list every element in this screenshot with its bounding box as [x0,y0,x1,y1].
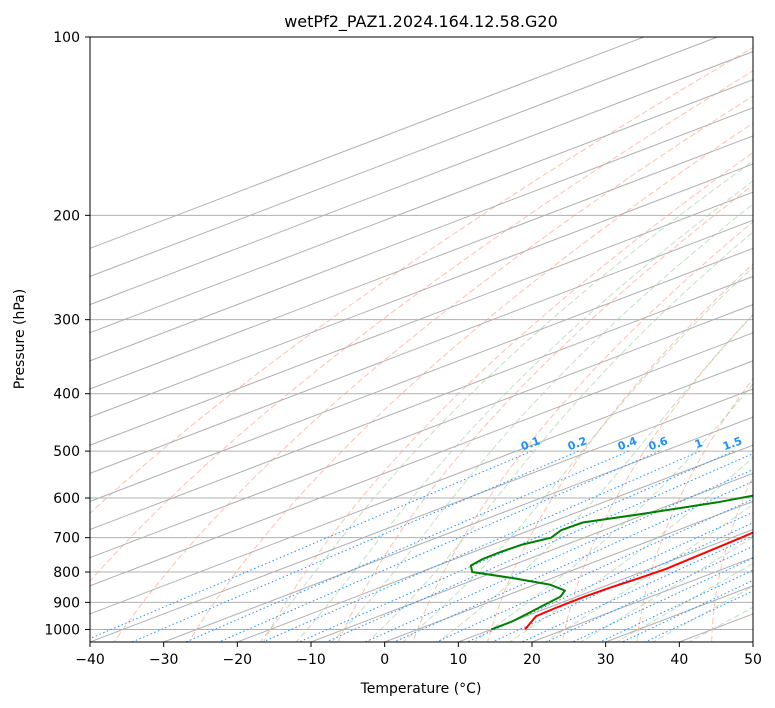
dry-adiabat-line [263,151,753,642]
isotherm-line [163,416,753,642]
moist-adiabat-line [651,585,753,642]
mixing-ratio-label: 2 [751,436,763,451]
isotherm-line [90,135,753,390]
isotherm-line [90,51,753,306]
mixing-ratio-label: 0.1 [519,434,542,453]
moist-adiabat-line [579,536,753,642]
isotherm-line [310,472,753,642]
y-tick-label: 600 [53,491,80,507]
moist-adiabat-line [259,160,753,642]
mixing-ratio-line [599,569,753,642]
mixing-ratio-label: 1 [693,436,705,451]
dry-adiabat-line [487,263,753,642]
mixing-ratio-line [492,522,753,642]
mixing-ratio-line [546,545,753,642]
mixing-ratio-label: 1.5 [721,434,744,453]
dry-adiabat-line [188,122,753,642]
plot-frame [89,36,754,643]
mixing-ratio-line [262,450,701,642]
y-tick-label: 700 [53,531,80,547]
x-tick-label: 50 [744,652,762,668]
moist-adiabat-line [402,266,753,642]
label-layer: 0.10.20.40.611.52346810131620253036-100-… [519,434,763,453]
y-axis-label: Pressure (hPa) [12,289,28,389]
y-tick-label: 200 [53,208,80,224]
moist-adiabat-line [508,456,753,642]
dry-adiabat-line [113,95,753,642]
isotherm-line [90,219,753,474]
mixing-ratio-line [298,450,734,642]
x-tick-label: −40 [75,652,105,668]
tick-layer: −40 −30 −20 −10 0 10 20 30 40 50 100 200 300 400 500 60… [44,30,762,668]
moist-adiabat-line [473,383,753,642]
mixing-ratio-line [572,557,753,642]
isotherm-line [752,641,753,642]
x-tick-label: −30 [149,652,179,668]
x-axis-label: Temperature (°C) [360,681,482,697]
y-tick-label: 800 [53,565,80,581]
mixing-ratio-line [90,450,532,640]
y-tick-label: 100 [53,30,80,46]
isotherm-line [90,275,753,531]
chart-title: wetPf2_PAZ1.2024.164.12.58.G20 [284,12,558,32]
moist-adiabat-line [331,203,753,642]
isotherm-line [384,500,753,642]
grid-layer [90,37,753,642]
x-tick-label: 10 [449,652,467,668]
isotherm-line [237,444,753,642]
dry-adiabat-line [90,46,753,514]
x-tick-label: 20 [523,652,541,668]
isotherm-line [90,163,753,418]
isotherm-line [90,304,753,559]
isotherm-line [90,388,753,642]
isotherm-line [90,107,753,362]
y-tick-label: 500 [53,444,80,460]
moist-adiabat-line [366,231,753,642]
x-tick-label: 30 [597,652,615,668]
dry-adiabat-line [561,313,753,642]
y-tick-label: 400 [53,387,80,403]
isotherm-line [90,79,753,334]
isotherm-line [458,528,753,642]
isotherm-line [90,247,753,502]
mixing-ratio-label: 0.2 [566,434,589,453]
moist-adiabat-line [615,562,753,642]
y-tick-label: 300 [53,313,80,329]
isotherm-line [90,332,753,587]
profile-layer [469,494,753,631]
moist-adiabat-line [437,314,753,642]
dry-adiabat-line [636,377,753,642]
plot-background [90,37,753,642]
y-tick-label: 900 [53,595,80,611]
isotherm-line [90,191,753,446]
x-tick-label: −20 [223,652,253,668]
mixing-ratio-label: 0.4 [616,434,639,453]
isotherm-line [90,37,718,278]
mixing-ratio-line [393,480,753,642]
x-tick-label: 40 [670,652,688,668]
mixing-ratio-line [185,450,629,642]
mixing-ratio-line [365,468,753,642]
mixing-ratio-label: 0.6 [647,434,670,453]
isotherm-line [90,37,644,249]
mixing-ratio-line [218,450,660,642]
y-tick-label: 1000 [44,622,80,638]
dewpoint-profile-line [469,494,753,631]
x-tick-label: 0 [380,652,389,668]
x-tick-label: −10 [296,652,326,668]
temperature-profile-line [524,531,753,631]
isotherm-line [90,360,753,615]
